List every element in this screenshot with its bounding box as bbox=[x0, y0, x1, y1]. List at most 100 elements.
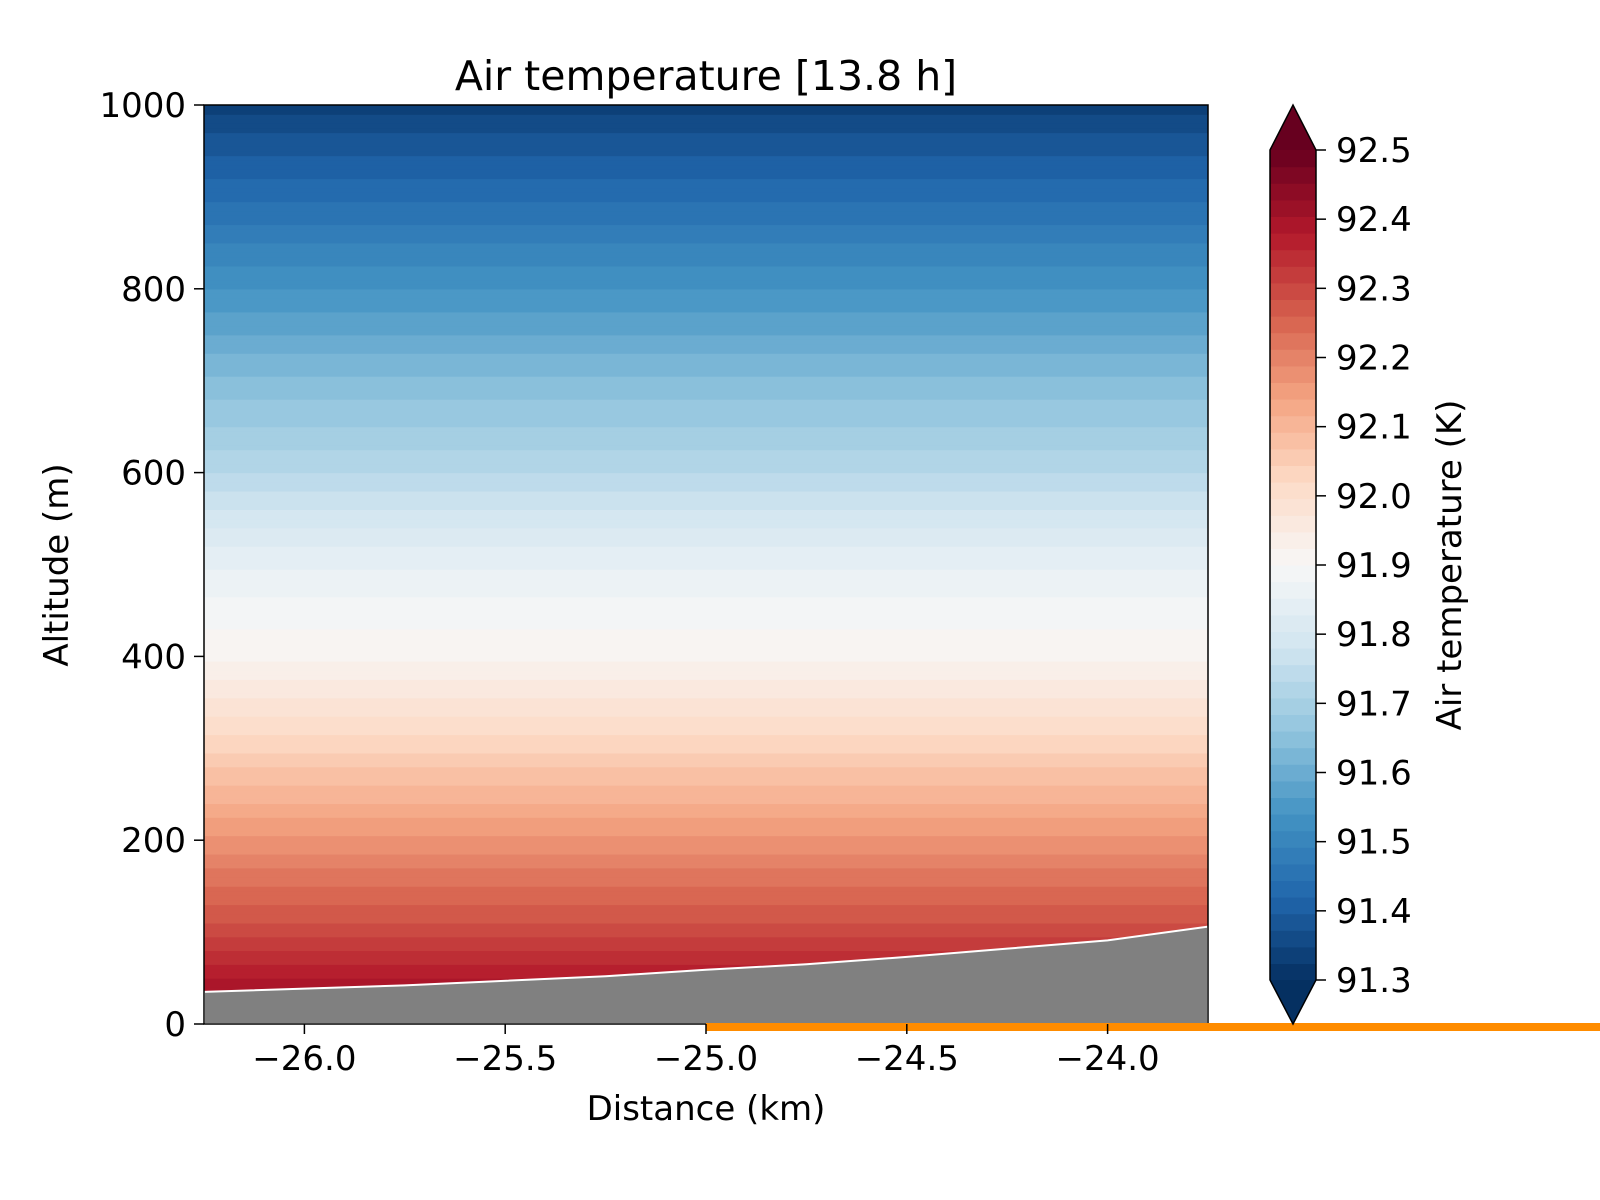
y-tick-label: 200 bbox=[121, 821, 186, 861]
y-tick-label: 1000 bbox=[99, 86, 186, 126]
colorbar-tick-label: 91.3 bbox=[1336, 961, 1412, 1001]
colorbar-level bbox=[1270, 648, 1316, 666]
temperature-band bbox=[204, 867, 1208, 873]
temperature-band bbox=[204, 127, 1208, 134]
temperature-band bbox=[204, 118, 1208, 124]
chart-title: Air temperature [13.8 h] bbox=[455, 52, 957, 100]
temperature-band bbox=[204, 844, 1208, 850]
temperature-band bbox=[204, 155, 1208, 161]
temperature-band bbox=[204, 192, 1208, 198]
temperature-band bbox=[204, 886, 1208, 892]
temperature-band bbox=[204, 555, 1208, 561]
temperature-band bbox=[204, 734, 1208, 740]
x-axis-ticks: −26.0 −25.5 −25.0 −24.5 −24.0 bbox=[252, 1024, 1160, 1079]
temperature-band bbox=[204, 105, 1208, 111]
temperature-band bbox=[204, 431, 1208, 437]
temperature-band bbox=[204, 601, 1208, 607]
temperature-band bbox=[204, 417, 1208, 423]
temperature-band bbox=[204, 702, 1208, 708]
temperature-band bbox=[204, 357, 1208, 363]
temperature-band bbox=[204, 215, 1208, 221]
temperature-band bbox=[204, 895, 1208, 901]
x-axis-label: Distance (km) bbox=[587, 1089, 826, 1129]
temperature-band bbox=[204, 817, 1208, 823]
temperature-band bbox=[204, 449, 1208, 455]
temperature-band bbox=[204, 504, 1208, 510]
temperature-band bbox=[204, 624, 1208, 630]
colorbar-level bbox=[1270, 631, 1316, 649]
temperature-band bbox=[204, 872, 1208, 878]
temperature-band bbox=[204, 394, 1208, 400]
temperature-band bbox=[204, 169, 1208, 175]
colorbar-level bbox=[1270, 249, 1316, 267]
colorbar-level bbox=[1270, 365, 1316, 383]
colorbar-level bbox=[1270, 764, 1316, 782]
temperature-band bbox=[204, 518, 1208, 524]
temperature-band bbox=[204, 757, 1208, 763]
temperature-band bbox=[204, 853, 1208, 860]
colorbar-level bbox=[1270, 199, 1316, 217]
y-tick-label: 0 bbox=[164, 1005, 186, 1045]
temperature-band bbox=[204, 605, 1208, 612]
temperature-band bbox=[204, 812, 1208, 818]
temperature-band bbox=[204, 196, 1208, 203]
temperature-band bbox=[204, 615, 1208, 621]
temperature-band bbox=[204, 206, 1208, 212]
temperature-band bbox=[204, 536, 1208, 543]
temperature-band bbox=[204, 729, 1208, 736]
temperature-band bbox=[204, 458, 1208, 465]
colorbar-level bbox=[1270, 614, 1316, 632]
temperature-band bbox=[204, 408, 1208, 414]
temperature-band bbox=[204, 385, 1208, 391]
temperature-band bbox=[204, 242, 1208, 249]
temperature-band bbox=[204, 224, 1208, 230]
colorbar-level bbox=[1270, 216, 1316, 234]
temperature-band bbox=[204, 440, 1208, 446]
temperature-band bbox=[204, 693, 1208, 699]
temperature-band bbox=[204, 293, 1208, 299]
temperature-band bbox=[204, 325, 1208, 331]
temperature-band bbox=[204, 137, 1208, 143]
colorbar-level bbox=[1270, 282, 1316, 300]
temperature-band bbox=[204, 339, 1208, 345]
colorbar-level bbox=[1270, 233, 1316, 251]
temperature-band bbox=[204, 922, 1208, 929]
temperature-band bbox=[204, 798, 1208, 805]
y-tick-label: 400 bbox=[121, 637, 186, 677]
temperature-band bbox=[204, 284, 1208, 290]
temperature-band bbox=[204, 320, 1208, 327]
temperature-band bbox=[204, 371, 1208, 377]
colorbar-level bbox=[1270, 548, 1316, 566]
x-tick-label: −25.5 bbox=[453, 1039, 557, 1079]
colorbar-level bbox=[1270, 581, 1316, 599]
colorbar-level bbox=[1270, 913, 1316, 931]
y-tick-label: 800 bbox=[121, 270, 186, 310]
temperature-band bbox=[204, 670, 1208, 676]
temperature-band bbox=[204, 495, 1208, 501]
colorbar-level bbox=[1270, 863, 1316, 881]
temperature-band bbox=[204, 679, 1208, 685]
temperature-band bbox=[204, 950, 1208, 956]
colorbar-level bbox=[1270, 150, 1316, 168]
temperature-band bbox=[204, 610, 1208, 616]
colorbar-level bbox=[1270, 183, 1316, 201]
temperature-band bbox=[204, 651, 1208, 657]
y-axis-label: Altitude (m) bbox=[37, 463, 77, 666]
colorbar-tick-label: 92.0 bbox=[1336, 477, 1412, 517]
temperature-band bbox=[204, 468, 1208, 474]
x-tick-label: −24.5 bbox=[855, 1039, 959, 1079]
colorbar-level bbox=[1270, 697, 1316, 715]
temperature-band bbox=[204, 150, 1208, 157]
colorbar-level bbox=[1270, 565, 1316, 583]
colorbar-level bbox=[1270, 664, 1316, 682]
temperature-band bbox=[204, 472, 1208, 478]
temperature-band bbox=[204, 725, 1208, 731]
temperature-band bbox=[204, 647, 1208, 653]
temperature-band bbox=[204, 573, 1208, 579]
colorbar-level bbox=[1270, 780, 1316, 798]
colorbar-tick-label: 92.1 bbox=[1336, 408, 1412, 448]
temperature-band bbox=[204, 881, 1208, 887]
temperature-band bbox=[204, 927, 1208, 933]
temperature-band bbox=[204, 477, 1208, 483]
temperature-band bbox=[204, 775, 1208, 782]
